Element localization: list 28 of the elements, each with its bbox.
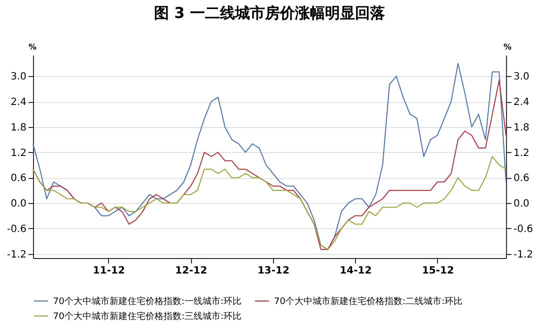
x-tick-label: 13-12 — [257, 266, 290, 276]
y-tick-label: -1.2 — [6, 249, 26, 260]
y-tick-label: 2.4 — [10, 97, 26, 108]
y-tick-label: 3.0 — [10, 72, 26, 83]
y2-tick-label: 2.4 — [514, 97, 530, 108]
chart-title: 图 3 一二线城市房价涨幅明显回落 — [154, 4, 386, 22]
legend-label: 70个大中城市新建住宅价格指数:三线城市:环比 — [53, 311, 242, 322]
y2-tick-label: 0.6 — [514, 173, 530, 184]
y-tick-label: 1.8 — [10, 122, 26, 134]
x-tick-label: 12-12 — [175, 266, 208, 276]
y-tick-label: 1.2 — [10, 148, 26, 159]
y2-tick-label: -0.6 — [514, 224, 534, 235]
y-tick-label: 0.6 — [10, 173, 26, 184]
x-tick-label: 11-12 — [92, 266, 125, 276]
y-axis-title: % — [28, 42, 37, 52]
line-series — [32, 156, 506, 250]
y2-axis-title: % — [503, 42, 512, 52]
y2-tick-label: 1.8 — [514, 122, 530, 134]
x-tick-label: 15-12 — [422, 266, 454, 276]
y2-tick-label: 3.0 — [514, 72, 530, 83]
y2-tick-label: 1.2 — [514, 148, 530, 159]
y-tick-label: -0.6 — [6, 224, 26, 235]
y2-tick-label: -1.2 — [514, 249, 534, 260]
y-tick-label: 0.0 — [10, 198, 26, 210]
x-tick-label: 14-12 — [340, 266, 372, 276]
legend-label: 70个大中城市新建住宅价格指数:二线城市:环比 — [274, 296, 463, 307]
y2-tick-label: 0.0 — [514, 198, 530, 210]
legend-label: 70个大中城市新建住宅价格指数:一线城市:环比 — [53, 296, 242, 307]
